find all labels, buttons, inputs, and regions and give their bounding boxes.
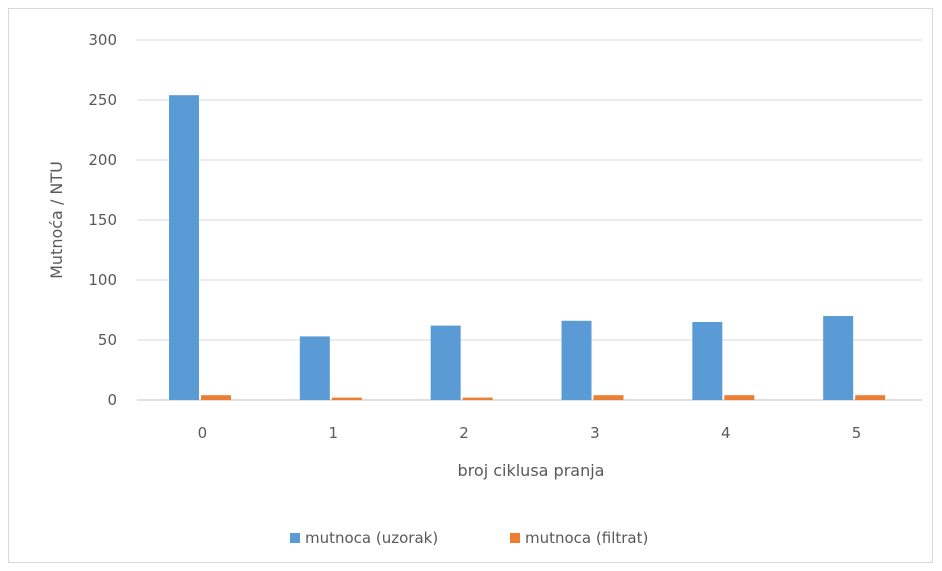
legend: mutnoca (uzorak) mutnoca (filtrat) <box>290 529 648 547</box>
y-tick-label: 0 <box>107 391 117 409</box>
legend-swatch-uzorak <box>290 533 300 543</box>
x-tick-label: 0 <box>198 424 208 442</box>
y-axis-title: Mutnoća / NTU <box>47 161 66 279</box>
x-axis-title: broj ciklusa pranja <box>458 461 605 480</box>
x-tick-label: 4 <box>721 424 731 442</box>
bars <box>169 95 886 400</box>
bar-filtrat-5 <box>855 395 886 400</box>
bar-uzorak-4 <box>692 322 723 400</box>
legend-label-filtrat: mutnoca (filtrat) <box>525 529 648 547</box>
bar-filtrat-1 <box>331 397 362 400</box>
gridlines <box>137 39 922 401</box>
y-tick-label: 100 <box>88 271 117 289</box>
x-tick-label: 5 <box>852 424 862 442</box>
y-tick-label: 250 <box>88 91 117 109</box>
x-tick-label: 3 <box>590 424 600 442</box>
bar-filtrat-2 <box>462 397 493 400</box>
bar-uzorak-5 <box>823 316 854 400</box>
y-tick-labels: 0 50 100 150 200 250 300 <box>88 31 117 409</box>
bar-filtrat-0 <box>201 395 231 400</box>
y-tick-label: 150 <box>88 211 117 229</box>
bar-filtrat-3 <box>593 395 624 400</box>
bar-filtrat-4 <box>724 395 755 400</box>
y-tick-label: 300 <box>88 31 117 49</box>
x-tick-labels: 0 1 2 3 4 5 <box>198 424 862 442</box>
bar-uzorak-2 <box>430 325 461 400</box>
x-tick-label: 1 <box>328 424 338 442</box>
bar-uzorak-3 <box>561 320 592 400</box>
legend-swatch-filtrat <box>510 533 520 543</box>
bar-uzorak-0 <box>169 95 199 400</box>
x-tick-label: 2 <box>459 424 469 442</box>
bar-uzorak-1 <box>299 336 330 400</box>
y-tick-label: 50 <box>98 331 117 349</box>
y-tick-label: 200 <box>88 151 117 169</box>
legend-label-uzorak: mutnoca (uzorak) <box>305 529 438 547</box>
